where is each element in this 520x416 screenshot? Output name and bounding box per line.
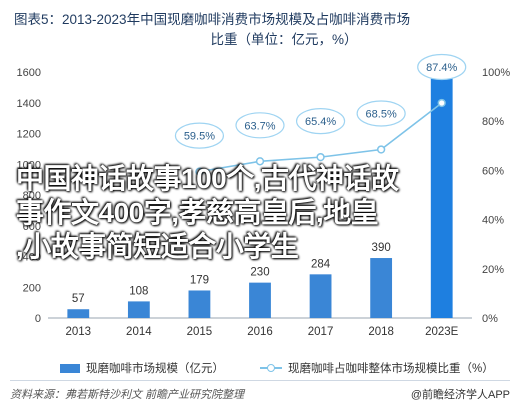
- y-right-tick-label: 40%: [482, 215, 504, 227]
- overlay-headline: 中国神话故事100个,古代神话故 事作文400字,孝慈高皇后,地皇 ,小故事简短…: [16, 162, 506, 264]
- y-left-tick-label: 800: [23, 190, 41, 202]
- chart-title-line2: 比重（单位：亿元，%）: [210, 32, 358, 47]
- x-tick-label: 2017: [308, 326, 334, 338]
- line-point: [316, 152, 325, 162]
- line-value-label: 59.5%: [184, 131, 215, 143]
- bar-value-label: 108: [129, 285, 148, 297]
- line-value-bubble: [356, 100, 406, 127]
- bar: [188, 290, 211, 318]
- legend: 现磨咖啡市场规模（亿元） 现磨咖啡占咖啡整体市场规模比重（%）: [60, 360, 494, 376]
- legend-bar-label: 现磨咖啡市场规模（亿元）: [86, 363, 224, 375]
- x-tick-label: 2023E: [425, 326, 459, 338]
- y-left-tick-label: 1000: [17, 159, 41, 171]
- x-tick-label: 2018: [368, 326, 394, 338]
- y-right-tick-label: 20%: [482, 264, 504, 276]
- line-point: [255, 157, 265, 166]
- bar-value-label: 230: [250, 267, 269, 279]
- y-left-tick-label: 1200: [17, 129, 41, 141]
- y-left-tick-label: 400: [23, 252, 41, 264]
- y-left-tick-label: 1400: [17, 98, 41, 110]
- line-value-bubble: [174, 122, 225, 149]
- brand-watermark: @前瞻经济学人APP: [410, 389, 510, 401]
- x-tick-label: 2016: [247, 326, 273, 338]
- bar: [67, 309, 90, 318]
- overlay-line-1: 中国神话故事100个,古代神话故: [16, 163, 399, 194]
- line-value-label: 63.7%: [244, 120, 275, 132]
- footer-divider: [10, 380, 510, 381]
- line-value-label: 87.4%: [426, 62, 457, 74]
- footer: 资料来源：弗若斯特沙利文 前瞻产业研究院整理 @前瞻经济学人APP: [10, 380, 510, 402]
- line-point: [437, 98, 446, 108]
- y-right-tick-label: 100%: [482, 67, 510, 79]
- bar-value-label: 284: [311, 258, 331, 270]
- line-value-bubble: [295, 108, 346, 135]
- overlay-line-2: 事作文400字,孝慈高皇后,地皇: [16, 197, 379, 228]
- line-point: [195, 167, 204, 176]
- chart-title: 图表5：2013-2023年中国现磨咖啡消费市场规模及占咖啡消费市场 比重（单位…: [14, 10, 514, 50]
- bar: [370, 258, 393, 318]
- bar: [309, 274, 332, 318]
- bar-value-label: 57: [72, 293, 85, 305]
- line-point: [376, 145, 386, 154]
- y-left-tick-label: 0: [35, 313, 41, 325]
- bar: [249, 282, 271, 318]
- chart-title-line1: 图表5：2013-2023年中国现磨咖啡消费市场规模及占咖啡消费市场: [14, 12, 411, 27]
- legend-line-label: 现磨咖啡占咖啡整体市场规模比重（%）: [288, 363, 494, 375]
- y-left-tick-label: 200: [23, 282, 41, 294]
- y-left-tick-label: 600: [23, 221, 41, 233]
- y-left-tick-label: 1600: [17, 67, 41, 79]
- bar-value-label: 179: [190, 274, 209, 286]
- line-value-bubble: [235, 112, 285, 139]
- y-right-tick-label: 80%: [482, 116, 504, 128]
- y-right-tick-label: 0%: [482, 313, 498, 325]
- line-value-bubble: [417, 53, 467, 81]
- legend-bar-swatch: [60, 363, 80, 373]
- bar-value-label: 390: [372, 242, 391, 254]
- x-tick-label: 2013: [65, 326, 91, 338]
- x-tick-label: 2014: [126, 326, 152, 338]
- bar: [127, 301, 150, 318]
- x-tick-label: 2015: [187, 326, 213, 338]
- overlay-line-3: ,小故事简短适合小学生: [16, 231, 299, 262]
- y-right-tick-label: 60%: [482, 165, 504, 177]
- bar: [430, 75, 453, 318]
- line-value-label: 68.5%: [366, 108, 397, 120]
- source-note: 资料来源：弗若斯特沙利文 前瞻产业研究院整理: [10, 389, 245, 401]
- line-value-label: 65.4%: [305, 116, 336, 128]
- legend-line-swatch: [260, 363, 282, 373]
